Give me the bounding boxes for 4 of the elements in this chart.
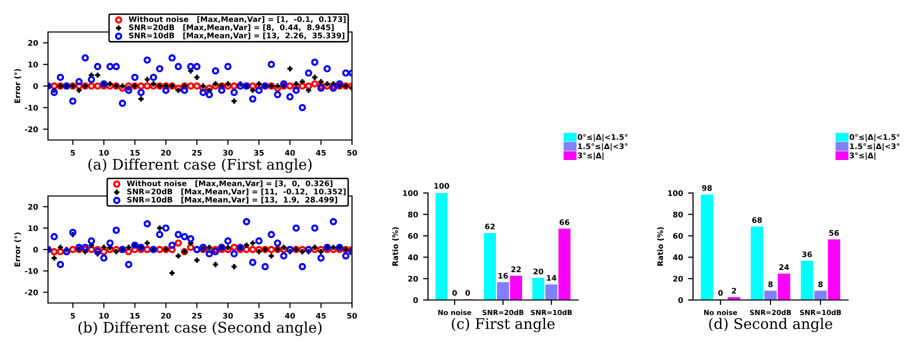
x-axis-title: (a) Different case (First angle) — [88, 158, 312, 173]
x-axis-title: (b) Different case (Second angle) — [78, 322, 322, 336]
x-axis-title: (c) First angle — [452, 318, 555, 332]
x-axis-title: (d) Second angle — [709, 318, 832, 332]
